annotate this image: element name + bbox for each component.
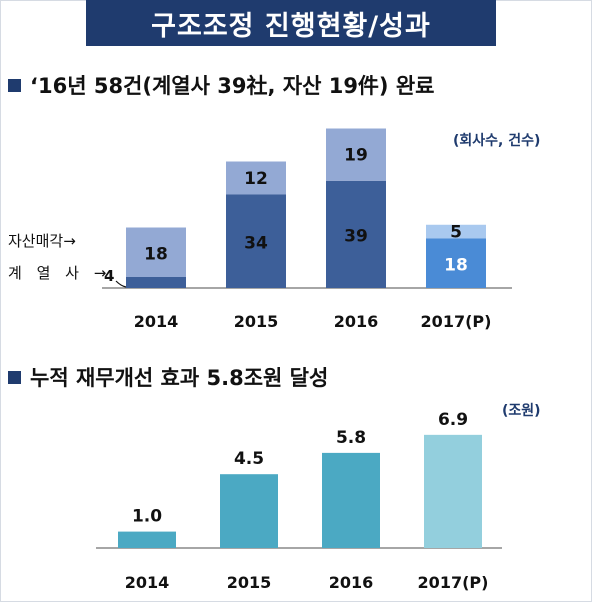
asset-sale-value-label: 19 <box>344 146 368 166</box>
improvement-bar <box>220 474 278 548</box>
x-tick-label: 2017(P) <box>418 573 489 592</box>
value-label: 4.5 <box>234 449 264 469</box>
affiliate-bar <box>426 238 486 288</box>
section2-heading-text: 누적 재무개선 효과 5.8조원 달성 <box>30 366 329 390</box>
value-label: 6.9 <box>438 410 468 430</box>
asset-sale-value-label: 12 <box>244 169 268 189</box>
x-tick-label: 2014 <box>134 312 179 331</box>
square-bullet-icon <box>8 78 21 92</box>
section1-heading-text: ‘16년 58건(계열사 39社, 자산 19件) 완료 <box>30 74 435 98</box>
affiliate-bar <box>126 277 186 288</box>
x-tick-label: 2015 <box>234 312 279 331</box>
x-tick-label: 2014 <box>125 573 170 592</box>
affiliate-value-label: 4 <box>104 267 114 285</box>
x-tick-label: 2016 <box>334 312 379 331</box>
chart2-unit-label: (조원) <box>502 403 541 419</box>
asset-sale-bar <box>126 227 186 277</box>
affiliate-value-label: 34 <box>244 233 268 253</box>
improvement-bar <box>424 434 482 548</box>
square-bullet-icon <box>8 370 21 384</box>
x-tick-label: 2015 <box>227 573 272 592</box>
section1-heading: ‘16년 58건(계열사 39社, 자산 19件) 완료 <box>8 70 434 100</box>
section2-heading: 누적 재무개선 효과 5.8조원 달성 <box>8 362 328 392</box>
leader-line-icon <box>115 280 127 288</box>
improvement-bar <box>322 452 380 548</box>
asset-sale-value-label: 18 <box>144 244 168 264</box>
asset-sale-value-label: 5 <box>450 223 462 243</box>
asset-sale-bar <box>326 128 386 181</box>
asset-sale-side-label: 자산매각→ <box>8 232 76 250</box>
asset-sale-bar <box>226 161 286 195</box>
x-tick-label: 2017(P) <box>421 312 492 331</box>
x-tick-label: 2016 <box>329 573 374 592</box>
improvement-bar <box>118 531 176 548</box>
affiliate-bar <box>326 180 386 288</box>
value-label: 1.0 <box>132 507 162 527</box>
asset-sale-bar <box>426 224 486 239</box>
affiliate-value-label: 18 <box>444 255 468 275</box>
affiliate-bar <box>226 194 286 288</box>
affiliate-value-label: 39 <box>344 226 368 246</box>
affiliate-side-label: 계 열 사 → <box>8 264 112 282</box>
page-title: 구조조정 진행현황/성과 <box>86 0 496 46</box>
chart1-unit-label: (회사수, 건수) <box>453 133 541 149</box>
value-label: 5.8 <box>336 428 366 448</box>
